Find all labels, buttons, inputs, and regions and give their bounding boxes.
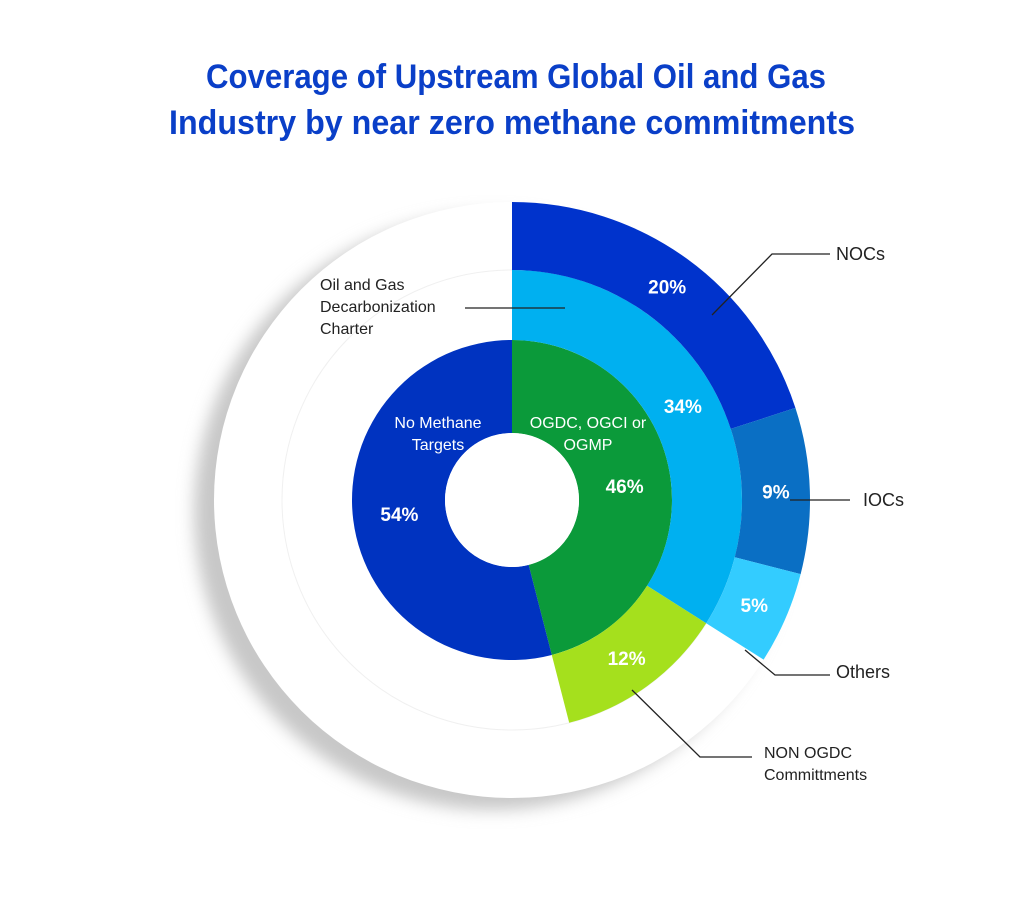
donut-segment <box>512 202 796 429</box>
donut-segment <box>730 407 810 575</box>
chart-title: Industry by near zero methane commitment… <box>169 104 855 142</box>
hole <box>445 433 579 567</box>
leader-line <box>711 253 830 316</box>
category-label: Oil and Gas Decarbonization Charter <box>320 277 436 338</box>
donut-segment <box>512 340 673 655</box>
value-label: 54% <box>380 505 418 526</box>
category-label: NOCs <box>836 244 885 264</box>
value-label: 20% <box>648 277 686 298</box>
value-label: 12% <box>608 649 646 670</box>
chart-title: Coverage of Upstream Global Oil and Gas <box>206 58 826 96</box>
category-label: NON OGDC Committments <box>764 745 868 784</box>
value-label: 9% <box>762 483 790 504</box>
value-label: 5% <box>741 596 769 617</box>
value-label: 46% <box>606 477 644 498</box>
category-label: Others <box>836 662 891 682</box>
donut-segment <box>551 585 707 723</box>
donut-segment <box>706 557 801 660</box>
leader-line <box>744 649 830 676</box>
category-label: OGDC, OGCI or OGMP <box>529 415 647 454</box>
donut-segment <box>352 340 552 660</box>
category-label: No Methane Targets <box>394 415 482 454</box>
leader-line <box>631 689 752 758</box>
donut-segment <box>512 270 742 624</box>
value-label: 34% <box>664 397 702 418</box>
category-label: IOCs <box>863 490 905 510</box>
